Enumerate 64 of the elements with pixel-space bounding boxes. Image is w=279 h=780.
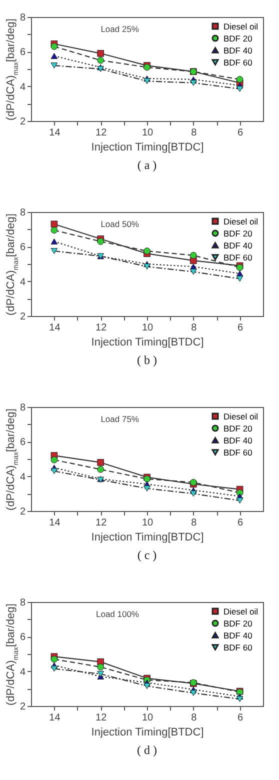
legend-label: Diesel oil — [224, 606, 258, 616]
x-tick-label: 6 — [238, 712, 244, 724]
x-tick-label: 10 — [142, 712, 154, 724]
legend-label: BDF 60 — [224, 57, 253, 68]
x-tick-label: 8 — [191, 128, 198, 138]
y-tick-label: 8 — [20, 402, 26, 414]
x-tick-label: 12 — [96, 712, 108, 724]
text: ( a ) — [137, 158, 157, 172]
x-axis-title: Injection Timing[BTDC] — [91, 142, 204, 154]
legend-label: BDF 60 — [224, 447, 253, 458]
x-tick-label: 8 — [191, 322, 198, 334]
y-tick-label: 2 — [20, 312, 26, 322]
legend-label: BDF 40 — [224, 240, 253, 250]
y-tick-label: 8 — [20, 12, 26, 24]
legend-label: BDF 40 — [224, 630, 253, 640]
x-tick-label: 14 — [49, 322, 61, 334]
y-tick-label: 4 — [20, 82, 26, 93]
y-tick-label: 6 — [20, 437, 26, 448]
annotation: Load 100% — [96, 609, 140, 619]
x-tick-label: 6 — [238, 322, 244, 334]
y-tick-label: 6 — [20, 47, 26, 58]
legend-label: BDF 20 — [224, 618, 253, 628]
x-tick-label: 14 — [49, 518, 61, 528]
annotation: Load 50% — [100, 219, 140, 229]
legend-label: BDF 40 — [224, 45, 253, 56]
x-tick-label: 10 — [142, 322, 154, 334]
x-axis-title: Injection Timing[BTDC] — [91, 726, 204, 738]
legend-label: BDF 60 — [224, 252, 253, 262]
y-tick-label: 6 — [20, 242, 26, 254]
x-axis-title: Injection Timing[BTDC] — [91, 336, 204, 348]
legend-label: BDF 20 — [224, 33, 253, 44]
text: ( b ) — [137, 353, 157, 367]
annotation: Load 25% — [100, 24, 140, 34]
legend-label: BDF 40 — [224, 435, 253, 446]
legend-label: BDF 60 — [224, 642, 253, 652]
annotation: Load 75% — [100, 414, 140, 424]
legend-label: BDF 20 — [224, 228, 253, 238]
y-tick-label: 2 — [20, 702, 26, 712]
text: ( c ) — [137, 548, 157, 562]
y-tick-label: 4 — [20, 472, 26, 483]
y-tick-label: 2 — [20, 506, 26, 518]
y-tick-label: 8 — [20, 598, 26, 608]
y-tick-label: 6 — [20, 632, 26, 644]
x-tick-label: 14 — [49, 128, 61, 138]
x-tick-label: 14 — [49, 712, 61, 724]
y-tick-label: 4 — [20, 276, 26, 288]
x-tick-label: 10 — [142, 518, 154, 528]
x-axis-title: Injection Timing[BTDC] — [91, 532, 204, 544]
y-tick-label: 8 — [20, 208, 26, 218]
x-tick-label: 6 — [238, 518, 244, 528]
y-tick-label: 4 — [20, 666, 26, 678]
legend-label: BDF 20 — [224, 423, 253, 434]
x-tick-label: 12 — [96, 322, 108, 334]
legend-label: Diesel oil — [224, 21, 258, 32]
x-tick-label: 12 — [96, 518, 108, 528]
text: ( d ) — [137, 743, 157, 757]
x-tick-label: 6 — [238, 128, 244, 138]
y-tick-label: 2 — [20, 116, 26, 128]
x-tick-label: 10 — [142, 128, 154, 138]
legend-label: Diesel oil — [224, 216, 258, 226]
x-tick-label: 8 — [191, 518, 198, 528]
x-tick-label: 8 — [191, 712, 198, 724]
x-tick-label: 12 — [96, 128, 108, 138]
legend-label: Diesel oil — [224, 411, 258, 422]
